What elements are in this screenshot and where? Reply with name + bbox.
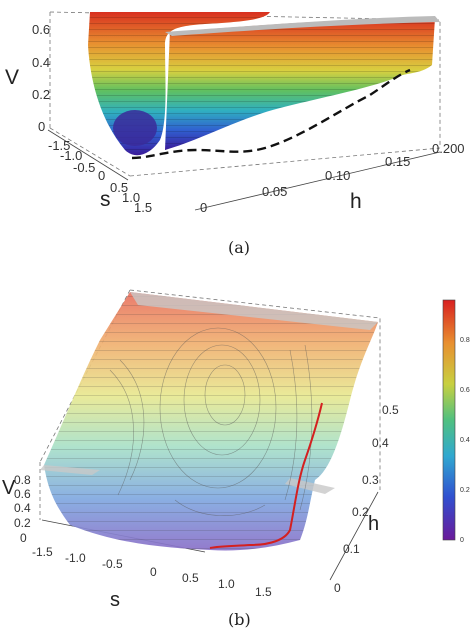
panel-a-h-tick: 0.200 [432, 141, 465, 156]
panel-a-s-tick: -0.5 [73, 160, 95, 175]
panel-b-s-tick: 1.0 [218, 577, 235, 591]
panel-b-v-tick: 0 [20, 531, 27, 545]
panel-a-top-cap [165, 16, 440, 36]
panel-b-wall-top [130, 292, 378, 330]
panel-a-h-tick: 0 [200, 200, 207, 215]
panel-b-s-tick: 1.5 [255, 585, 272, 599]
panel-a-s-tick: 0 [98, 168, 105, 183]
panel-b-box [39, 289, 381, 520]
panel-a-axis-line-h [194, 151, 441, 211]
panel-b-caption: (b) [228, 610, 251, 629]
panel-a-s-tick: -1.5 [48, 138, 70, 153]
panel-a-box [49, 11, 441, 177]
panel-a-v-tick: 0.2 [32, 87, 50, 102]
panel-a-axis-label-v: V [5, 66, 19, 89]
panel-a-dashed-curve [131, 68, 411, 160]
panel-a-s-tick: 1.5 [134, 200, 152, 215]
colorbar-tick: 0.6 [460, 387, 470, 394]
panel-b-axis-line-h [329, 491, 379, 581]
panel-a-h-tick: 0.15 [385, 154, 410, 169]
panel-b-s-tick: -1.5 [32, 545, 53, 559]
panel-a-caption: (a) [228, 238, 251, 257]
panel-b-h-tick: 0.5 [382, 403, 399, 417]
panel-a-axis-label-h: h [350, 190, 362, 213]
panel-a-h-tick: 0.10 [325, 168, 350, 183]
panel-b-axis-label-h: h [368, 513, 379, 535]
panel-a-h-tick: 0.05 [262, 184, 287, 199]
panel-a-well [113, 110, 157, 146]
panel-b-h-tick: 0.2 [352, 505, 369, 519]
panel-b-axis-label-s: s [110, 589, 120, 611]
colorbar-tick: 0.4 [460, 437, 470, 444]
panel-b-v-tick: 0.6 [14, 487, 31, 501]
panel-a-axis-line-front [47, 129, 129, 181]
colorbar-tick: 0.2 [460, 487, 470, 494]
panel-a-axis-label-s: s [100, 188, 111, 211]
panel-b-h-tick: 0 [334, 581, 341, 595]
panel-b-red-path [209, 402, 323, 549]
colorbar-tick: 0.8 [460, 337, 470, 344]
panel-a-v-tick: 0 [38, 119, 45, 134]
panel-b-v-tick: 0.4 [14, 501, 31, 515]
panel-a-v-tick: 0.6 [32, 22, 50, 37]
panel-a-s-tick: 1.0 [122, 190, 140, 205]
panel-b-contours [109, 327, 313, 516]
panel-b-h-tick: 0.3 [362, 473, 379, 487]
panel-b-s-tick: -0.5 [102, 557, 123, 571]
colorbar [442, 299, 456, 541]
panel-b-axis-label-v: V [2, 477, 16, 499]
panel-a-v-tick: 0.4 [32, 55, 50, 70]
panel-b-s-tick: -1.0 [65, 551, 86, 565]
panel-b-s-tick: 0.5 [182, 571, 199, 585]
panel-a-s-tick: 0.5 [110, 180, 128, 195]
colorbar-tick: 0 [460, 537, 464, 544]
panel-a: 0.6 0.4 0.2 0 V -1.5 -1.0 -0.5 0 0.5 1.0… [5, 11, 465, 215]
panel-b-h-tick: 0.1 [343, 542, 360, 556]
panel-b-v-tick: 0.2 [14, 516, 31, 530]
panel-b-h-tick: 0.4 [372, 436, 389, 450]
panel-b-v-tick: 0.8 [14, 473, 31, 487]
panel-a-s-tick: -1.0 [60, 148, 82, 163]
panel-b-s-tick: 0 [150, 565, 157, 579]
panel-b: 0.8 0.6 0.4 0.2 0 0.8 0.6 0.4 0.2 0 V -1… [2, 289, 470, 611]
